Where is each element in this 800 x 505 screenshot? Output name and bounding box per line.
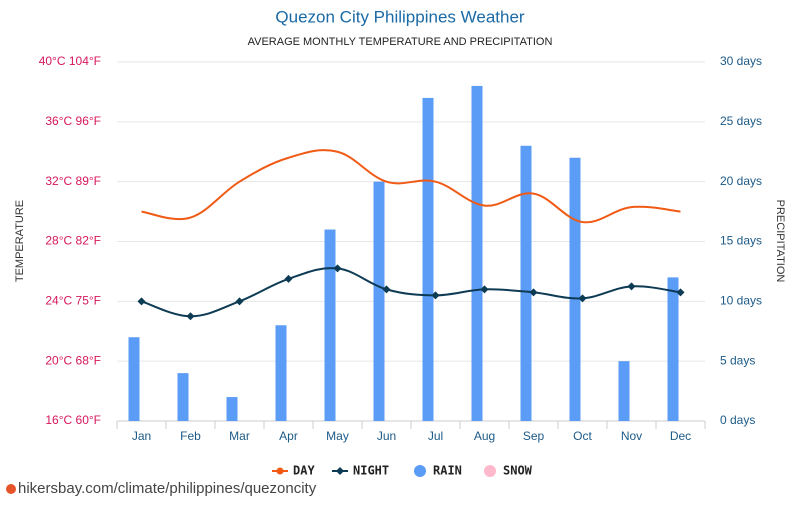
legend-label: NIGHT: [353, 464, 389, 478]
x-tick-label: Jan: [132, 429, 151, 443]
y2-tick-label: 30 days: [720, 54, 762, 68]
marker: [480, 285, 489, 294]
x-tick-label: Jul: [428, 429, 443, 443]
marker: [137, 297, 146, 306]
source[interactable]: hikersbay.com/climate/philippines/quezon…: [18, 480, 317, 497]
legend-marker: [414, 465, 426, 477]
bar: [177, 373, 189, 421]
marker: [333, 264, 342, 273]
source-icon: [6, 484, 16, 494]
line: [141, 149, 681, 224]
marker: [382, 285, 391, 294]
marker: [676, 288, 685, 297]
y-tick-label: 36°C 96°F: [45, 114, 101, 128]
legend-label: RAIN: [433, 464, 462, 478]
x-tick-label: Mar: [229, 429, 250, 443]
y2-tick-label: 0 days: [720, 413, 755, 427]
legend-marker: [484, 465, 496, 477]
x-tick-label: Nov: [621, 429, 642, 443]
bar: [618, 361, 630, 421]
y-tick-label: 16°C 60°F: [45, 413, 101, 427]
bar: [569, 157, 581, 421]
y2-axis-title: PRECIPITATION: [774, 200, 786, 283]
y2-tick-label: 15 days: [720, 234, 762, 248]
x-tick-label: Sep: [523, 429, 545, 443]
x-tick-label: Aug: [474, 429, 495, 443]
bar: [373, 181, 385, 421]
marker: [431, 291, 440, 300]
bar: [422, 97, 434, 422]
y2-tick-label: 20 days: [720, 174, 762, 188]
chart-title: Quezon City Philippines Weather: [275, 7, 524, 26]
legend-label: DAY: [293, 464, 315, 478]
marker: [284, 274, 293, 283]
x-tick-label: May: [326, 429, 349, 443]
marker: [235, 297, 244, 306]
y2-tick-label: 5 days: [720, 353, 755, 367]
y-tick-label: 32°C 89°F: [45, 174, 101, 188]
y2-tick-label: 25 days: [720, 114, 762, 128]
bar: [324, 229, 336, 421]
marker: [578, 294, 587, 303]
x-tick-label: Dec: [670, 429, 691, 443]
bar: [667, 277, 679, 421]
bar: [226, 397, 238, 421]
y-tick-label: 28°C 82°F: [45, 234, 101, 248]
bar: [520, 145, 532, 421]
marker: [529, 288, 538, 297]
bar: [275, 325, 287, 421]
x-tick-label: Jun: [377, 429, 396, 443]
legend-marker: [276, 467, 284, 475]
legend-label: SNOW: [503, 464, 533, 478]
chart-subtitle: AVERAGE MONTHLY TEMPERATURE AND PRECIPIT…: [248, 36, 553, 48]
marker: [627, 282, 636, 291]
bar: [471, 85, 483, 421]
marker: [186, 312, 195, 321]
bar: [128, 337, 140, 421]
x-tick-label: Feb: [180, 429, 201, 443]
y2-tick-label: 10 days: [720, 294, 762, 308]
line: [141, 267, 681, 318]
y-axis-title: TEMPERATURE: [14, 200, 26, 282]
x-tick-label: Oct: [573, 429, 592, 443]
x-tick-label: Apr: [279, 429, 298, 443]
y-tick-label: 40°C 104°F: [39, 54, 101, 68]
y-tick-label: 24°C 75°F: [45, 294, 101, 308]
y-tick-label: 20°C 68°F: [45, 353, 101, 367]
legend-marker: [336, 467, 344, 475]
